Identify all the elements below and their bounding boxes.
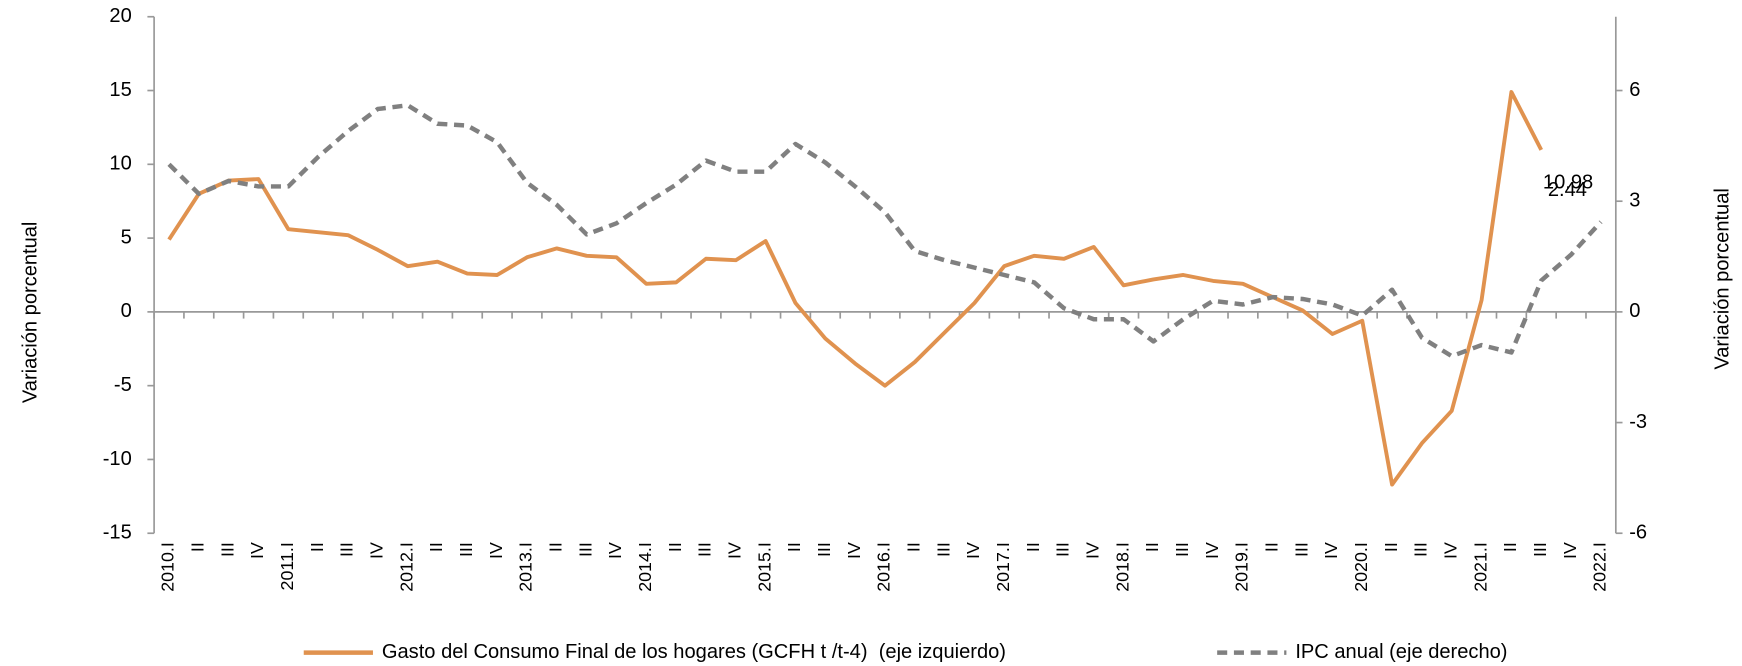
y-tick-label: 20: [109, 5, 131, 27]
y-tick-label: 15: [109, 79, 131, 101]
y-tick-label: 0: [121, 300, 132, 322]
y-tick-label: -5: [114, 374, 132, 396]
x-tick-label: II: [1142, 542, 1162, 552]
x-tick-label: IV: [1082, 542, 1102, 559]
x-tick-label: II: [1500, 542, 1520, 552]
x-tick-label: 2019.I: [1232, 542, 1252, 592]
x-tick-label: IV: [844, 542, 864, 559]
data-label: 2.44: [1548, 179, 1587, 201]
x-tick-label: 2016.I: [874, 542, 894, 592]
x-tick-label: IV: [1440, 542, 1460, 559]
legend-label: Gasto del Consumo Final de los hogares (…: [382, 641, 1006, 663]
x-tick-label: III: [1411, 542, 1431, 557]
x-tick-label: IV: [367, 542, 387, 559]
y2-tick-label: 0: [1629, 300, 1640, 322]
x-tick-label: III: [1172, 542, 1192, 557]
x-tick-label: III: [1291, 542, 1311, 557]
y2-tick-label: -6: [1629, 522, 1647, 544]
x-tick-label: IV: [486, 542, 506, 559]
x-tick-label: II: [546, 542, 566, 552]
x-tick-label: 2011.I: [277, 542, 297, 590]
x-tick-label: II: [904, 542, 924, 552]
x-tick-label: III: [695, 542, 715, 557]
x-tick-label: 2014.I: [635, 542, 655, 592]
x-tick-label: III: [1530, 542, 1550, 557]
x-tick-label: 2015.I: [754, 542, 774, 592]
x-tick-label: III: [337, 542, 357, 557]
data-label: 10.98: [1543, 172, 1593, 194]
x-tick-label: IV: [963, 542, 983, 559]
x-tick-label: 2012.I: [396, 542, 416, 592]
x-tick-label: III: [456, 542, 476, 557]
x-tick-label: III: [814, 542, 834, 557]
y2-tick-label: 6: [1629, 79, 1640, 101]
x-tick-label: II: [188, 542, 208, 552]
y2-tick-label: -3: [1629, 411, 1647, 433]
x-tick-label: III: [217, 542, 237, 557]
x-tick-label: 2021.I: [1470, 542, 1490, 592]
x-tick-label: III: [575, 542, 595, 557]
x-tick-label: IV: [605, 542, 625, 559]
x-tick-label: III: [933, 542, 953, 557]
series-line: [167, 90, 1543, 487]
x-tick-label: 2010.I: [158, 542, 178, 592]
x-tick-label: II: [1381, 542, 1401, 552]
x-tick-label: II: [1023, 542, 1043, 552]
x-tick-label: IV: [247, 542, 267, 559]
y2-tick-label: 3: [1629, 190, 1640, 212]
x-tick-label: IV: [1560, 542, 1580, 559]
x-tick-label: IV: [725, 542, 745, 559]
x-tick-label: III: [1053, 542, 1073, 557]
legend-label: IPC anual (eje derecho): [1295, 641, 1507, 663]
x-tick-label: 2020.I: [1351, 542, 1371, 592]
x-tick-label: II: [426, 542, 446, 552]
x-tick-label: 2022.I: [1590, 542, 1610, 592]
y-tick-label: -15: [103, 522, 132, 544]
x-tick-label: IV: [1321, 542, 1341, 559]
x-tick-label: 2013.I: [516, 542, 536, 592]
x-tick-label: II: [307, 542, 327, 552]
x-tick-label: 2017.I: [993, 542, 1013, 592]
y-tick-label: 5: [121, 226, 132, 248]
x-tick-label: 2018.I: [1112, 542, 1132, 592]
y2-axis-label: Variación porcentual: [1711, 188, 1733, 369]
series-line: [167, 103, 1603, 359]
x-tick-label: II: [784, 542, 804, 552]
x-tick-label: II: [665, 542, 685, 552]
y-axis-label: Variación porcentual: [20, 222, 42, 403]
x-tick-label: II: [1261, 542, 1281, 552]
x-tick-label: IV: [1202, 542, 1222, 559]
y-tick-label: 10: [109, 153, 131, 175]
y-tick-label: -10: [103, 448, 132, 470]
